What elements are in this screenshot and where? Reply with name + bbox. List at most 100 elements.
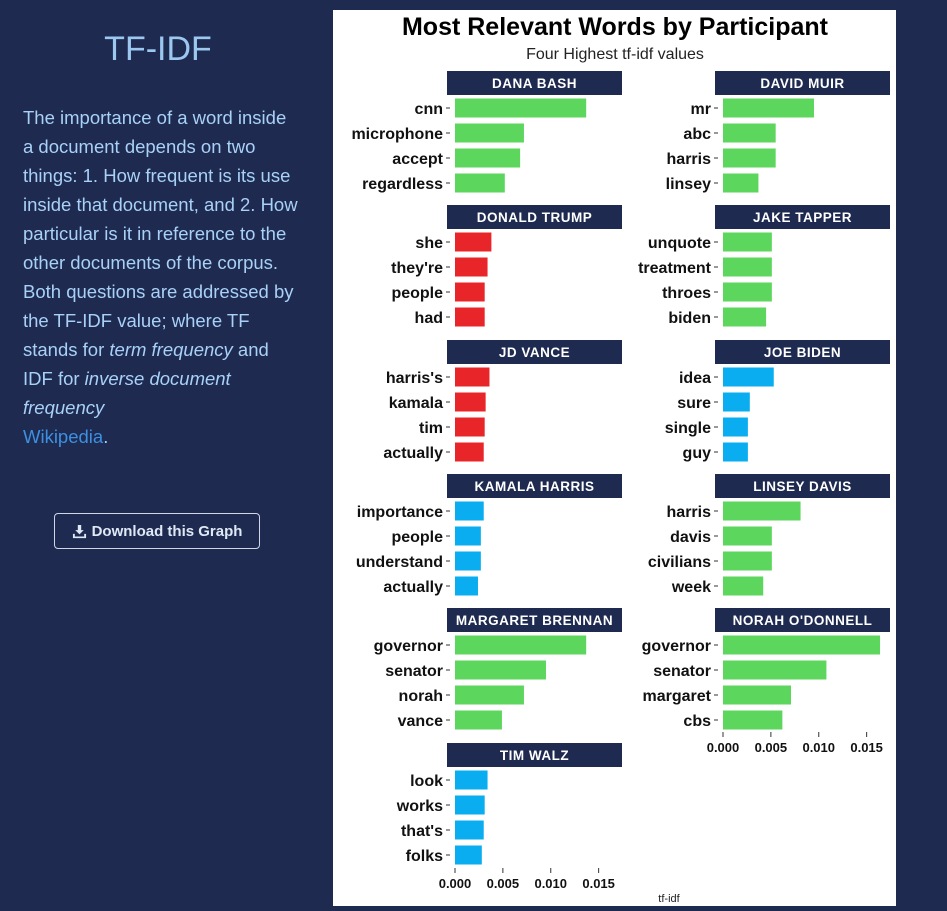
bar-label-margaret-brennan-governor: governor	[374, 638, 443, 655]
facet-label-kamala-harris: KAMALA HARRIS	[475, 479, 595, 494]
bar-label-joe-biden-guy: guy	[683, 445, 712, 462]
facet-label-jd-vance: JD VANCE	[499, 345, 570, 360]
bar-margaret-brennan-governor	[455, 635, 587, 655]
bar-linsey-davis-harris	[723, 501, 801, 521]
bar-label-margaret-brennan-norah: norah	[399, 688, 443, 705]
bar-label-kamala-harris-people: people	[391, 529, 443, 546]
facet-label-margaret-brennan: MARGARET BRENNAN	[456, 613, 613, 628]
x-tick-label-1-1: 0.005	[755, 740, 788, 755]
sidebar-title: TF-IDF	[104, 30, 212, 68]
bar-label-david-muir-linsey: linsey	[666, 176, 711, 193]
bar-norah-o-donnell-margaret	[723, 685, 791, 705]
bar-david-muir-mr	[723, 98, 814, 118]
bar-label-joe-biden-idea: idea	[679, 370, 711, 387]
bar-label-norah-o-donnell-governor: governor	[642, 638, 711, 655]
x-tick-label-0-2: 0.010	[534, 876, 567, 891]
description-em-inverse-document-frequency: inverse document frequency	[23, 368, 231, 418]
bar-joe-biden-idea	[723, 367, 774, 387]
bar-label-kamala-harris-understand: understand	[356, 554, 443, 571]
description: The importance of a word inside a docume…	[23, 103, 298, 451]
bar-label-david-muir-abc: abc	[683, 126, 711, 143]
bar-david-muir-linsey	[723, 173, 759, 193]
facet-label-linsey-davis: LINSEY DAVIS	[753, 479, 852, 494]
bar-linsey-davis-week	[723, 576, 764, 596]
bar-tim-walz-that-s	[455, 820, 484, 840]
bar-linsey-davis-davis	[723, 526, 772, 546]
bar-norah-o-donnell-senator	[723, 660, 827, 680]
facet-label-dana-bash: DANA BASH	[492, 76, 577, 91]
bar-label-margaret-brennan-vance: vance	[398, 713, 443, 730]
facet-strip-tim-walz	[447, 743, 622, 767]
bar-donald-trump-they-re	[455, 257, 488, 277]
chart-subtitle: Four Highest tf-idf values	[526, 46, 704, 63]
bar-tim-walz-look	[455, 770, 488, 790]
bar-jake-tapper-throes	[723, 282, 772, 302]
bar-donald-trump-people	[455, 282, 485, 302]
bar-label-dana-bash-accept: accept	[392, 151, 443, 168]
facet-strip-linsey-davis	[715, 474, 890, 498]
facet-strip-dana-bash	[447, 71, 622, 95]
bar-label-jd-vance-actually: actually	[383, 445, 443, 462]
bar-label-norah-o-donnell-senator: senator	[653, 663, 711, 680]
bar-margaret-brennan-vance	[455, 710, 502, 730]
chart-title: Most Relevant Words by Participant	[402, 13, 829, 41]
x-tick-label-1-2: 0.010	[802, 740, 835, 755]
bar-label-donald-trump-had: had	[415, 310, 443, 327]
x-tick-label-1-0: 0.000	[707, 740, 740, 755]
bar-donald-trump-she	[455, 232, 492, 252]
bar-label-kamala-harris-actually: actually	[383, 579, 443, 596]
bar-kamala-harris-actually	[455, 576, 478, 596]
facet-strip-jd-vance	[447, 340, 622, 364]
bar-dana-bash-cnn	[455, 98, 587, 118]
bar-jake-tapper-unquote	[723, 232, 772, 252]
bar-david-muir-harris	[723, 148, 776, 168]
facet-label-jake-tapper: JAKE TAPPER	[753, 210, 852, 225]
wikipedia-link[interactable]: Wikipedia	[23, 426, 104, 447]
facet-strip-norah-o-donnell	[715, 608, 890, 632]
bar-label-david-muir-mr: mr	[691, 101, 711, 118]
bar-dana-bash-microphone	[455, 123, 524, 143]
bar-label-linsey-davis-week: week	[671, 579, 711, 596]
bar-label-jd-vance-harris-s: harris's	[386, 370, 443, 387]
download-graph-label: Download this Graph	[91, 522, 243, 540]
bar-label-norah-o-donnell-cbs: cbs	[683, 713, 711, 730]
bar-label-norah-o-donnell-margaret: margaret	[643, 688, 712, 705]
bar-jd-vance-harris-s	[455, 367, 490, 387]
bar-jake-tapper-treatment	[723, 257, 772, 277]
bar-label-jake-tapper-treatment: treatment	[638, 260, 712, 277]
bar-label-jake-tapper-throes: throes	[662, 285, 711, 302]
x-tick-label-1-3: 0.015	[850, 740, 883, 755]
bar-joe-biden-guy	[723, 442, 748, 462]
bar-dana-bash-accept	[455, 148, 521, 168]
bar-margaret-brennan-senator	[455, 660, 546, 680]
bar-label-jd-vance-tim: tim	[419, 420, 443, 437]
chart-svg: Most Relevant Words by Participant Four H…	[351, 13, 890, 905]
x-tick-label-0-0: 0.000	[439, 876, 472, 891]
bar-donald-trump-had	[455, 307, 485, 327]
download-graph-button[interactable]: Download this Graph	[54, 513, 260, 549]
facet-strip-david-muir	[715, 71, 890, 95]
bar-kamala-harris-understand	[455, 551, 481, 571]
facet-strip-donald-trump	[447, 205, 622, 229]
bar-jd-vance-actually	[455, 442, 484, 462]
bar-label-tim-walz-look: look	[410, 773, 443, 790]
bar-label-dana-bash-microphone: microphone	[351, 126, 443, 143]
bar-jake-tapper-biden	[723, 307, 767, 327]
bar-label-linsey-davis-civilians: civilians	[648, 554, 711, 571]
bar-label-kamala-harris-importance: importance	[357, 504, 443, 521]
chart-panel: Most Relevant Words by Participant Four H…	[333, 10, 896, 906]
bar-label-joe-biden-sure: sure	[677, 395, 711, 412]
facet-strip-joe-biden	[715, 340, 890, 364]
bar-label-linsey-davis-harris: harris	[667, 504, 712, 521]
bar-kamala-harris-importance	[455, 501, 484, 521]
bar-tim-walz-folks	[455, 845, 482, 865]
facet-label-tim-walz: TIM WALZ	[500, 748, 569, 763]
facet-strip-kamala-harris	[447, 474, 622, 498]
bar-label-jd-vance-kamala: kamala	[389, 395, 443, 412]
bar-label-joe-biden-single: single	[665, 420, 711, 437]
bar-label-jake-tapper-unquote: unquote	[648, 235, 711, 252]
sidebar: TF-IDF The importance of a word inside a…	[0, 0, 320, 906]
facet-strip-jake-tapper	[715, 205, 890, 229]
facet-label-joe-biden: JOE BIDEN	[764, 345, 841, 360]
bar-jd-vance-tim	[455, 417, 485, 437]
